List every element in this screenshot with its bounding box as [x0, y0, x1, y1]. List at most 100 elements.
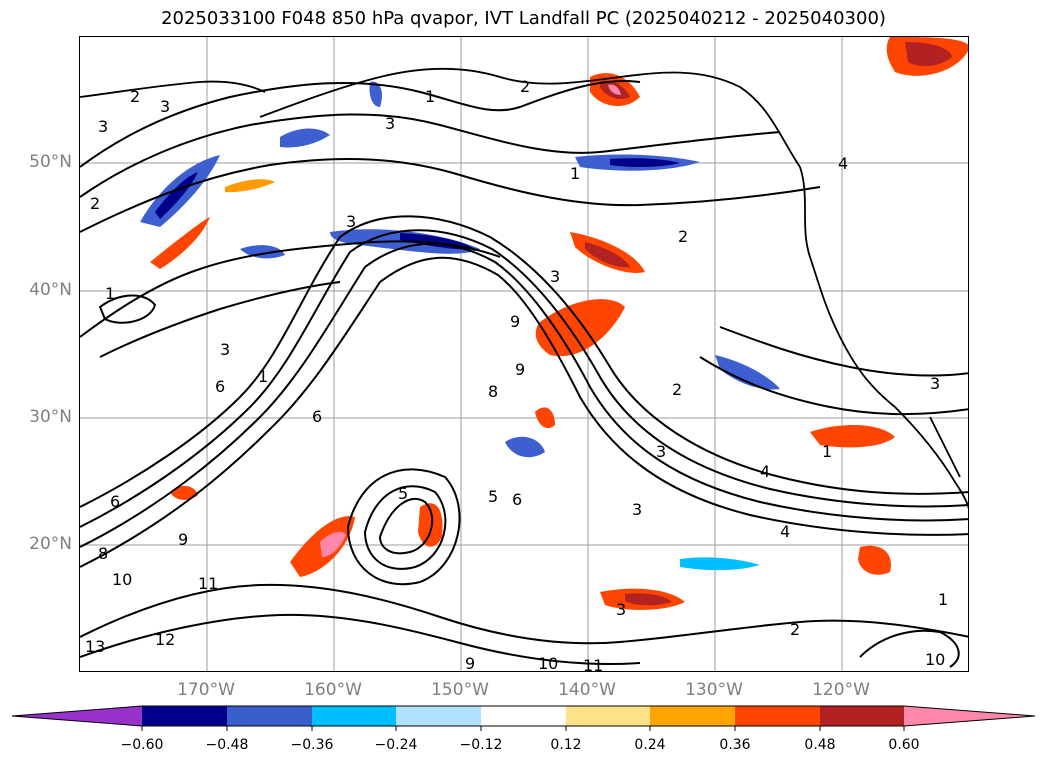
pos-blob-hawaii-peak	[320, 531, 346, 557]
contour-label: 6	[312, 407, 322, 426]
contour-loop-se	[859, 629, 960, 668]
contour-label: 3	[98, 117, 108, 136]
colorbar-tick-label: 0.60	[888, 737, 920, 753]
lon-label-140w: 140°W	[558, 680, 616, 700]
colorbar-tick-label: −0.48	[205, 737, 249, 753]
colorbar-tick-label: 0.12	[550, 737, 582, 753]
contour-jet-1	[80, 215, 968, 508]
pos-blob-tropical-center	[418, 503, 443, 547]
colorbar-segment	[396, 706, 481, 726]
map-panel: 3 2 3 1 2 2 4 1 3 2 1 3 9 9 8 3 6 1 6 2 …	[79, 36, 969, 672]
contour-label: 9	[510, 312, 520, 331]
pos-blob-west-mid	[170, 485, 198, 500]
pos-blob-mid-north-dark	[585, 242, 630, 268]
contour-label: 3	[385, 114, 395, 133]
lon-label-150w: 150°W	[431, 680, 489, 700]
colorbar-segment	[650, 706, 735, 726]
colorbar-segment	[481, 706, 566, 726]
pos-blob-west-band	[225, 179, 275, 193]
contour-south-2	[80, 613, 641, 665]
coast-baja	[929, 416, 961, 478]
map-canvas: 3 2 3 1 2 2 4 1 3 2 1 3 9 9 8 3 6 1 6 2 …	[80, 37, 968, 672]
contour-jet-3	[80, 242, 968, 548]
contour-label: 2	[130, 87, 140, 106]
positive-anomaly-shading	[150, 37, 968, 610]
lon-label-120w: 120°W	[812, 680, 870, 700]
colorbar-segment	[566, 706, 650, 726]
neg-blob-south	[680, 557, 760, 571]
contour-mid-2	[99, 281, 341, 358]
contour-label: 10	[925, 650, 945, 669]
colorbar-segment	[820, 706, 904, 726]
lat-label-40n: 40°N	[29, 280, 72, 300]
contour-label: 1	[105, 284, 115, 303]
colorbar-tick-marks	[141, 726, 905, 731]
contour-swirl-3	[346, 468, 461, 586]
colorbar-tick-label: −0.24	[374, 737, 418, 753]
lon-label-160w: 160°W	[304, 680, 362, 700]
contour-label: 2	[678, 227, 688, 246]
contour-label: 2	[520, 77, 530, 96]
contour-label: 11	[198, 574, 218, 593]
contour-label: 1	[570, 164, 580, 183]
contour-label: 4	[760, 462, 770, 481]
pos-blob-ar-landfall	[535, 299, 625, 357]
pos-blob-socal	[858, 545, 891, 575]
contour-swirl-1	[378, 497, 434, 555]
lat-label-30n: 30°N	[29, 407, 72, 427]
contour-label: 3	[632, 500, 642, 519]
colorbar-segment	[735, 706, 820, 726]
colorbar-tick-label: −0.12	[459, 737, 503, 753]
contour-north-1	[80, 80, 641, 168]
colorbar-segment	[12, 706, 142, 726]
contour-labels: 3 2 3 1 2 2 4 1 3 2 1 3 9 9 8 3 6 1 6 2 …	[85, 77, 948, 672]
pos-blob-tropical-south-dark	[625, 593, 672, 606]
contour-label: 12	[155, 630, 175, 649]
coastlines	[80, 67, 968, 510]
pos-blob-center-small	[535, 407, 555, 429]
pos-blob-alaska-peak	[608, 84, 621, 95]
coast-westcoast	[799, 166, 968, 510]
colorbar	[11, 705, 1036, 731]
plot-title: 2025033100 F048 850 hPa qvapor, IVT Land…	[161, 8, 886, 29]
neg-blob-nw	[369, 81, 382, 107]
contour-label: 3	[616, 600, 626, 619]
contour-loop-west	[98, 294, 157, 324]
colorbar-segment	[142, 706, 227, 726]
colorbar-tick-label: −0.36	[290, 737, 334, 753]
contour-label: 2	[672, 380, 682, 399]
contour-label: 9	[515, 360, 525, 379]
lon-label-130w: 130°W	[685, 680, 743, 700]
colorbar-segment	[312, 706, 396, 726]
lat-label-20n: 20°N	[29, 534, 72, 554]
contour-label: 3	[930, 374, 940, 393]
contour-label: 4	[838, 154, 848, 173]
contour-label: 3	[346, 212, 356, 231]
contour-jet-2	[80, 229, 968, 528]
contour-label: 2	[90, 194, 100, 213]
contour-swirl-2	[363, 485, 447, 570]
contour-label: 8	[98, 544, 108, 563]
contour-label: 6	[110, 492, 120, 511]
negative-anomaly-shading	[140, 81, 780, 571]
colorbar-tick-label: 0.24	[634, 737, 666, 753]
contour-label: 10	[112, 570, 132, 589]
contour-label: 3	[656, 442, 666, 461]
contour-label: 2	[790, 620, 800, 639]
contour-east-1	[699, 356, 968, 415]
contour-south-1	[80, 583, 968, 645]
contour-label: 3	[160, 97, 170, 116]
contour-label: 10	[538, 654, 558, 672]
colorbar-tick-label: 0.48	[804, 737, 836, 753]
coast-aleutians	[80, 80, 266, 98]
contour-north-2	[80, 113, 781, 198]
contour-label: 3	[220, 340, 230, 359]
colorbar-segment	[904, 706, 1035, 726]
contour-label: 9	[178, 530, 188, 549]
contour-label: 1	[258, 367, 268, 386]
neg-blob-gulf-core	[610, 158, 680, 168]
contour-label: 3	[550, 267, 560, 286]
coast-alaska	[259, 67, 801, 168]
contour-label: 4	[780, 522, 790, 541]
contour-label: 11	[583, 656, 603, 672]
